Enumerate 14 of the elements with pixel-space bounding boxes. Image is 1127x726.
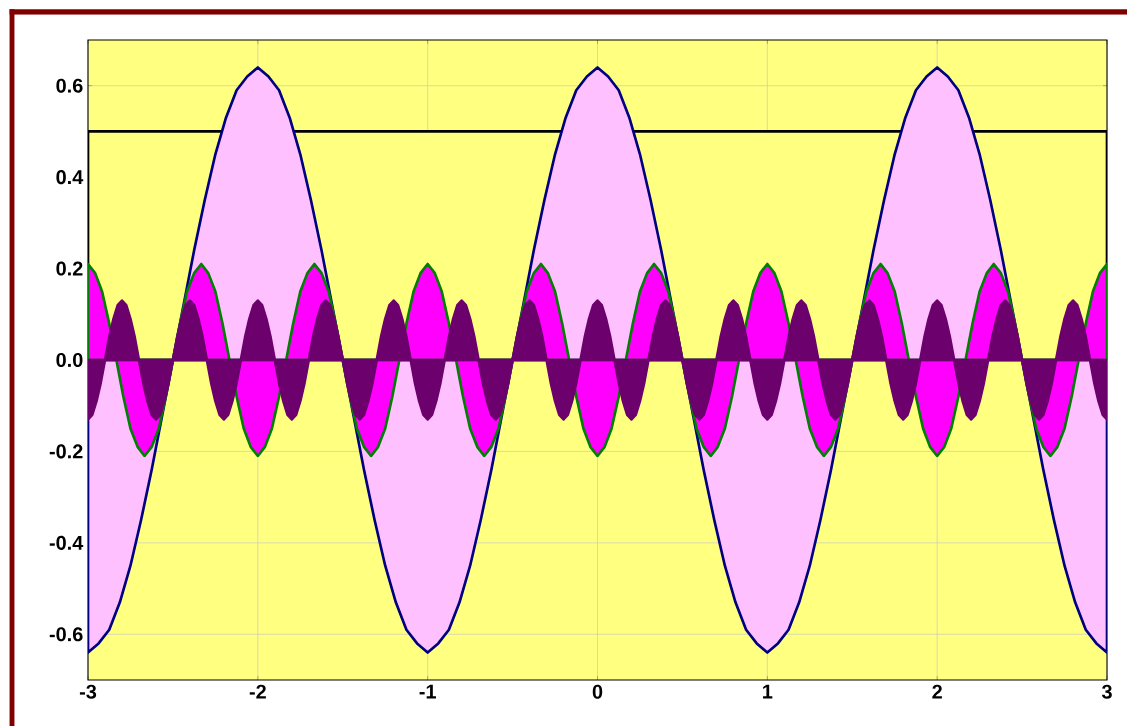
y-tick-label: 0.6 xyxy=(56,78,83,93)
x-tick-label: -2 xyxy=(249,684,266,699)
y-tick-label: -0.6 xyxy=(49,627,83,642)
y-tick-label: 0.4 xyxy=(56,170,84,185)
x-tick-label: -1 xyxy=(419,684,436,699)
y-tick-label: -0.2 xyxy=(49,444,83,459)
x-tick-label: 2 xyxy=(932,684,942,699)
x-tick-label: 3 xyxy=(1101,684,1112,699)
x-tick-label: 1 xyxy=(763,684,773,699)
x-tick-label: -3 xyxy=(79,684,97,699)
x-tick-label: 0 xyxy=(592,684,603,699)
y-tick-label: 0.2 xyxy=(56,261,83,276)
y-tick-label: 0.0 xyxy=(56,352,83,368)
y-tick-label: -0.4 xyxy=(49,535,84,550)
